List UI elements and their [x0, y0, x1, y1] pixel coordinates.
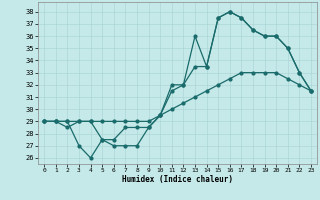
- X-axis label: Humidex (Indice chaleur): Humidex (Indice chaleur): [122, 175, 233, 184]
